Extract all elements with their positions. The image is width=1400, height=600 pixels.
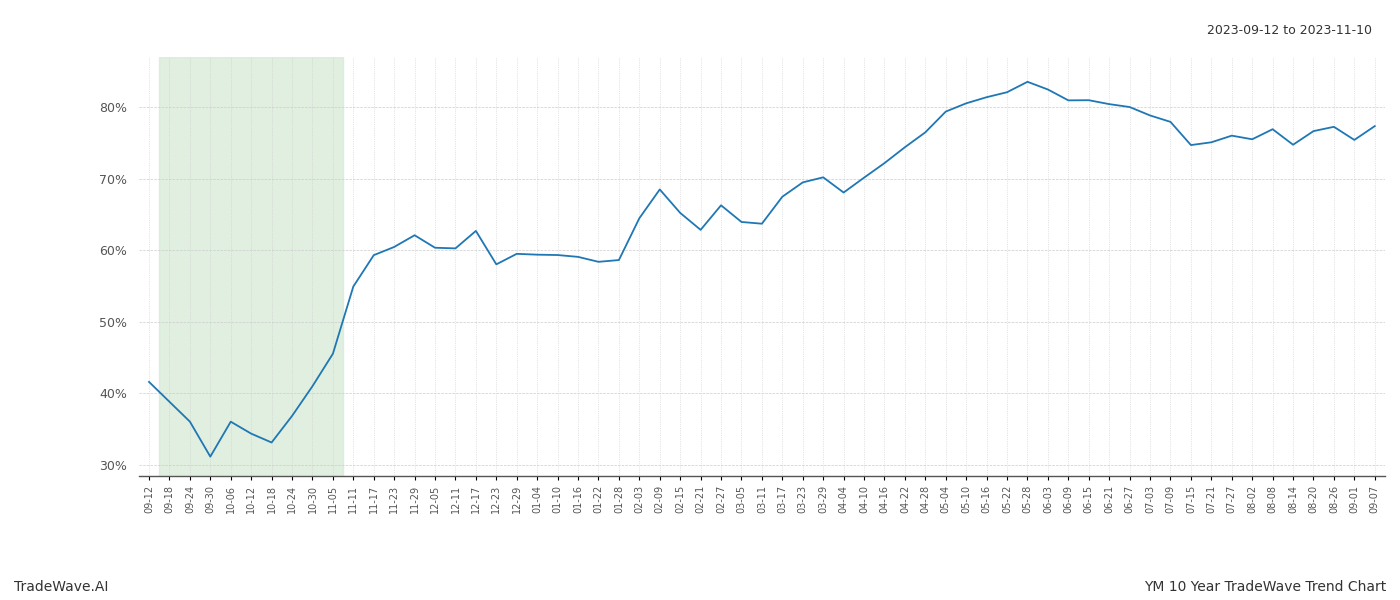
Text: 2023-09-12 to 2023-11-10: 2023-09-12 to 2023-11-10 [1207,24,1372,37]
Bar [160,57,343,476]
Text: TradeWave.AI: TradeWave.AI [14,580,108,594]
Text: YM 10 Year TradeWave Trend Chart: YM 10 Year TradeWave Trend Chart [1144,580,1386,594]
